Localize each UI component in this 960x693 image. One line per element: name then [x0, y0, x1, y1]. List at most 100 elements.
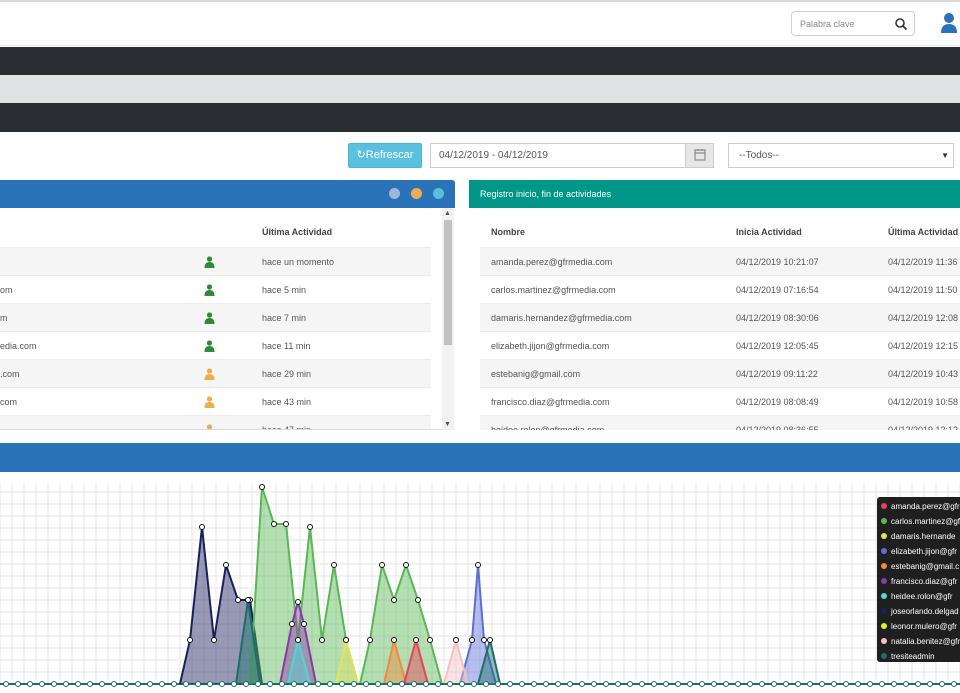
baseline-point [435, 681, 441, 687]
last-activity-cell: 04/12/2019 12:12 [888, 425, 959, 430]
reload-icon[interactable] [433, 188, 444, 199]
refresh-button[interactable]: ↻Refrescar [348, 143, 422, 168]
last-activity-cell: 04/12/2019 12:15 [888, 341, 959, 351]
user-online-icon [204, 284, 215, 296]
legend-item[interactable]: amanda.perez@gfr [877, 499, 960, 514]
table-row[interactable]: carlos.martinez@gfrmedia.com 04/12/2019 0… [480, 275, 960, 303]
legend-item[interactable]: leonor.mulero@gfr [877, 619, 960, 634]
baseline-point [279, 681, 285, 687]
legend-label: amanda.perez@gfr [891, 502, 960, 511]
baseline-point [219, 681, 225, 687]
start-cell: 04/12/2019 08:30:06 [736, 313, 819, 323]
baseline-point [531, 681, 537, 687]
user-online-icon [204, 312, 215, 324]
baseline-point [927, 681, 933, 687]
start-cell: 04/12/2019 10:21:07 [736, 257, 819, 267]
baseline-point [951, 681, 957, 687]
table-row[interactable]: m hace 7 min [0, 303, 431, 331]
user-filter-select[interactable]: --Todos-- ▼ [728, 143, 954, 168]
legend-color-dot [881, 578, 887, 584]
legend-label: joseorlando.delgad [891, 607, 959, 616]
baseline-point [663, 681, 669, 687]
scroll-thumb[interactable] [444, 220, 452, 345]
table-row[interactable]: edia.com hace 11 min [0, 331, 431, 359]
baseline-point [267, 681, 273, 687]
collapse-icon[interactable] [388, 188, 400, 199]
last-activity-cell: hace 5 min [262, 285, 307, 295]
baseline-point [651, 681, 657, 687]
table-row[interactable]: estebanig@gmail.com 04/12/2019 09:11:22 04… [480, 359, 960, 387]
search-box[interactable] [791, 11, 915, 36]
baseline-point [291, 681, 297, 687]
baseline-point [255, 681, 261, 687]
search-input[interactable] [800, 16, 890, 32]
baseline-point [579, 681, 585, 687]
data-point [487, 637, 493, 643]
refresh-icon: ↻ [356, 149, 366, 161]
legend-item[interactable]: tresiteadmin [877, 649, 960, 662]
baseline-point [495, 681, 501, 687]
legend-color-dot [881, 608, 887, 614]
legend-item[interactable]: joseorlando.delgad [877, 604, 960, 619]
scroll-up-icon[interactable]: ▲ [444, 210, 451, 217]
page-header-bar [0, 103, 960, 132]
legend-label: estebanig@gmail.c [891, 562, 960, 571]
table-row[interactable]: amanda.perez@gfrmedia.com 04/12/2019 10:2… [480, 247, 960, 275]
baseline-point [111, 681, 117, 687]
chart-svg [0, 484, 960, 687]
legend-color-dot [881, 503, 887, 509]
table-row[interactable]: .com hace 29 min [0, 359, 431, 387]
data-point [343, 637, 349, 643]
legend-item[interactable]: estebanig@gmail.c [877, 559, 960, 574]
table-row[interactable]: elizabeth.jijon@gfrmedia.com 04/12/2019 1… [480, 331, 960, 359]
baseline-point [459, 681, 465, 687]
scrollbar[interactable]: ▲ ▼ [442, 208, 454, 430]
user-away-icon [206, 424, 213, 429]
legend-item[interactable]: elizabeth.jijon@gfr [877, 544, 960, 559]
date-range-input[interactable]: 04/12/2019 - 04/12/2019 [430, 143, 686, 168]
legend-item[interactable]: damaris.hernande [877, 529, 960, 544]
name-cell: heidee.rolon@gfrmedia.com [491, 425, 605, 430]
baseline-point [843, 681, 849, 687]
series-line [359, 561, 443, 685]
legend-color-dot [881, 593, 887, 599]
baseline-point [399, 681, 405, 687]
baseline-point [411, 681, 417, 687]
baseline-point [747, 681, 753, 687]
table-row[interactable]: francisco.diaz@gfrmedia.com 04/12/2019 08… [480, 387, 960, 415]
baseline-point [939, 681, 945, 687]
user-icon[interactable] [940, 12, 958, 34]
baseline-point [627, 681, 633, 687]
legend-item[interactable]: carlos.martinez@gfr [877, 514, 960, 529]
baseline-point [387, 681, 393, 687]
baseline-point [555, 681, 561, 687]
table-row[interactable]: damaris.hernandez@gfrmedia.com 04/12/2019… [480, 303, 960, 331]
table-row[interactable]: hace 47 min [0, 415, 431, 429]
last-activity-cell: hace un momento [262, 257, 335, 267]
minimize-icon[interactable] [410, 188, 422, 199]
scroll-down-icon[interactable]: ▼ [444, 421, 451, 428]
table-row[interactable]: com hace 43 min [0, 387, 431, 415]
chart-panel-header [0, 443, 960, 472]
baseline-point [303, 681, 309, 687]
baseline-point [603, 681, 609, 687]
legend-item[interactable]: francisco.diaz@gfr [877, 574, 960, 589]
baseline-point [591, 681, 597, 687]
baseline-point [51, 681, 57, 687]
legend-color-dot [881, 653, 887, 659]
search-icon[interactable] [894, 17, 908, 31]
legend-item[interactable]: heidee.rolon@gfr [877, 589, 960, 604]
last-activity-cell: hace 29 min [262, 369, 312, 379]
table-row[interactable]: heidee.rolon@gfrmedia.com 04/12/2019 08:3… [480, 415, 960, 430]
data-point [211, 637, 217, 643]
legend-item[interactable]: natalia.benitez@gfr [877, 634, 960, 649]
last-activity-cell: hace 7 min [262, 313, 307, 323]
calendar-button[interactable] [685, 143, 714, 168]
table-row[interactable]: hace un momento [0, 247, 431, 275]
legend-color-dot [881, 548, 887, 554]
legend-label: elizabeth.jijon@gfr [891, 547, 957, 556]
table-row[interactable]: om hace 5 min [0, 275, 431, 303]
baseline-point [471, 681, 477, 687]
baseline-point [39, 681, 45, 687]
data-point [199, 524, 205, 530]
